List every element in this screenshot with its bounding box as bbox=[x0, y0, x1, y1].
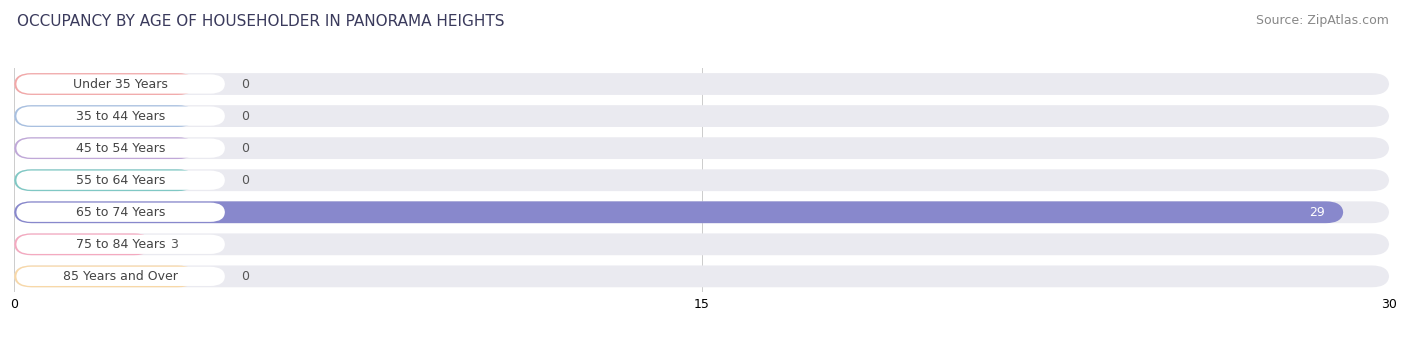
FancyBboxPatch shape bbox=[14, 169, 1389, 191]
FancyBboxPatch shape bbox=[17, 138, 225, 158]
FancyBboxPatch shape bbox=[14, 201, 1389, 223]
FancyBboxPatch shape bbox=[14, 73, 1389, 95]
Text: Under 35 Years: Under 35 Years bbox=[73, 78, 169, 90]
Text: 65 to 74 Years: 65 to 74 Years bbox=[76, 206, 166, 219]
FancyBboxPatch shape bbox=[14, 73, 195, 95]
FancyBboxPatch shape bbox=[14, 266, 195, 287]
Text: 75 to 84 Years: 75 to 84 Years bbox=[76, 238, 166, 251]
Text: 55 to 64 Years: 55 to 64 Years bbox=[76, 174, 166, 187]
FancyBboxPatch shape bbox=[17, 74, 225, 94]
FancyBboxPatch shape bbox=[17, 235, 225, 254]
FancyBboxPatch shape bbox=[14, 234, 1389, 255]
Text: 85 Years and Over: 85 Years and Over bbox=[63, 270, 179, 283]
Text: 29: 29 bbox=[1309, 206, 1324, 219]
Text: 45 to 54 Years: 45 to 54 Years bbox=[76, 142, 166, 155]
Text: 3: 3 bbox=[170, 238, 177, 251]
FancyBboxPatch shape bbox=[14, 137, 1389, 159]
FancyBboxPatch shape bbox=[14, 234, 152, 255]
FancyBboxPatch shape bbox=[17, 203, 225, 222]
FancyBboxPatch shape bbox=[14, 169, 195, 191]
Text: OCCUPANCY BY AGE OF HOUSEHOLDER IN PANORAMA HEIGHTS: OCCUPANCY BY AGE OF HOUSEHOLDER IN PANOR… bbox=[17, 14, 505, 29]
Text: Source: ZipAtlas.com: Source: ZipAtlas.com bbox=[1256, 14, 1389, 27]
FancyBboxPatch shape bbox=[14, 266, 1389, 287]
Text: 0: 0 bbox=[240, 174, 249, 187]
FancyBboxPatch shape bbox=[14, 137, 195, 159]
FancyBboxPatch shape bbox=[14, 105, 1389, 127]
Text: 0: 0 bbox=[240, 78, 249, 90]
Text: 0: 0 bbox=[240, 109, 249, 123]
FancyBboxPatch shape bbox=[14, 201, 1343, 223]
Text: 0: 0 bbox=[240, 270, 249, 283]
FancyBboxPatch shape bbox=[17, 171, 225, 190]
FancyBboxPatch shape bbox=[17, 106, 225, 126]
Text: 0: 0 bbox=[240, 142, 249, 155]
FancyBboxPatch shape bbox=[14, 105, 195, 127]
Text: 35 to 44 Years: 35 to 44 Years bbox=[76, 109, 166, 123]
FancyBboxPatch shape bbox=[17, 267, 225, 286]
